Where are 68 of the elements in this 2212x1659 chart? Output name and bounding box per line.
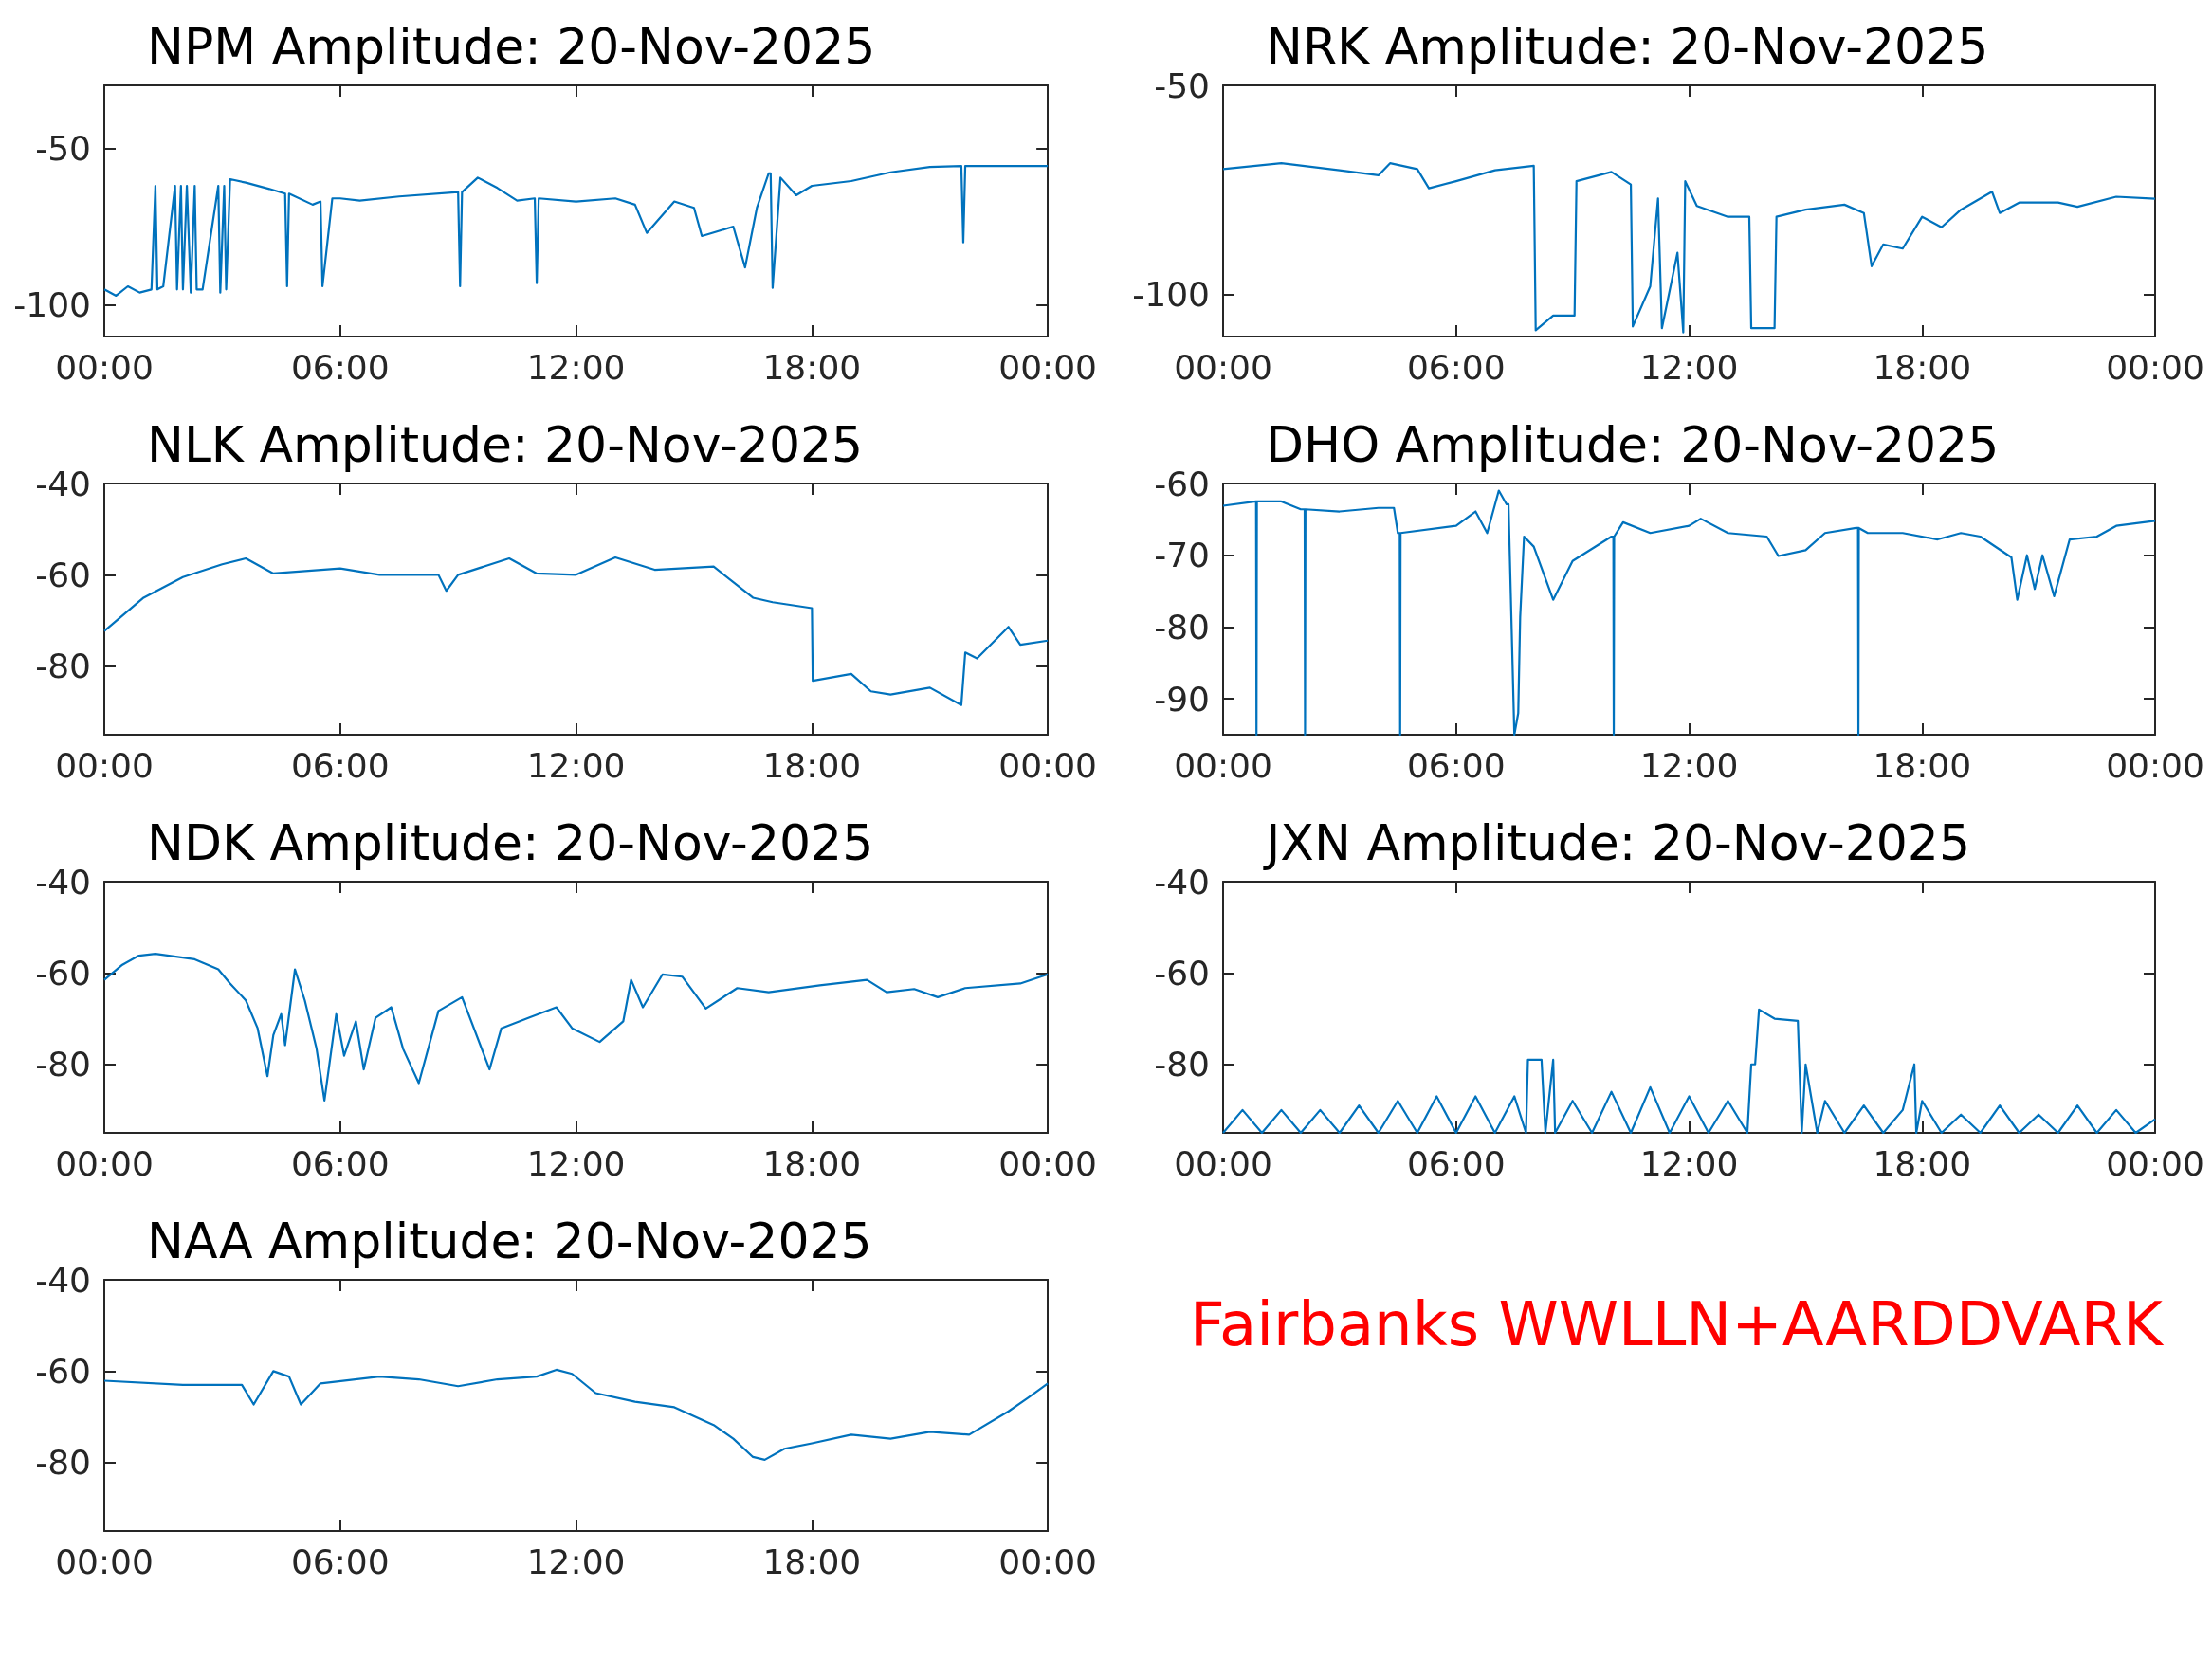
- x-tick-label: 12:00: [1639, 1143, 1739, 1183]
- x-tick-label: 06:00: [290, 745, 390, 785]
- x-tick-label: 18:00: [762, 745, 862, 785]
- x-tick-label: 12:00: [526, 347, 626, 387]
- chart-title: DHO Amplitude: 20-Nov-2025: [1266, 416, 2000, 473]
- x-tick-label: 06:00: [1406, 347, 1506, 387]
- x-tick-label: 00:00: [998, 745, 1097, 785]
- x-tick-label: 12:00: [1639, 347, 1739, 387]
- x-tick-label: 06:00: [1406, 745, 1506, 785]
- x-tick-label: 00:00: [1174, 1143, 1272, 1183]
- y-tick-label: -60: [35, 953, 91, 993]
- y-tick-label: -60: [35, 1351, 91, 1391]
- chart-title: JXN Amplitude: 20-Nov-2025: [1263, 814, 1971, 871]
- x-tick-label: 00:00: [55, 1143, 154, 1183]
- y-tick-label: -80: [1154, 1045, 1210, 1085]
- y-tick-label: -80: [35, 647, 91, 686]
- y-tick-label: -70: [1154, 536, 1210, 575]
- x-tick-label: 06:00: [290, 1143, 390, 1183]
- chart-title: NRK Amplitude: 20-Nov-2025: [1266, 18, 1989, 75]
- line-series: [102, 165, 1050, 298]
- x-tick-label: 00:00: [55, 1541, 154, 1581]
- x-tick-label: 00:00: [998, 347, 1097, 387]
- x-tick-label: 18:00: [1873, 1143, 1972, 1183]
- x-tick-label: 12:00: [526, 745, 626, 785]
- x-tick-label: 06:00: [1406, 1143, 1506, 1183]
- line-series: [1221, 162, 2157, 334]
- chart-title: NAA Amplitude: 20-Nov-2025: [147, 1212, 872, 1269]
- x-tick-label: 18:00: [762, 347, 862, 387]
- chart-title: NDK Amplitude: 20-Nov-2025: [147, 814, 874, 871]
- y-tick-label: -60: [35, 555, 91, 594]
- y-tick-label: -90: [1154, 679, 1210, 719]
- y-tick-label: -60: [1154, 953, 1210, 993]
- line-series: [102, 953, 1050, 1102]
- chart-title: NPM Amplitude: 20-Nov-2025: [147, 18, 876, 75]
- y-tick-label: -80: [35, 1443, 91, 1483]
- chart-title: NLK Amplitude: 20-Nov-2025: [147, 416, 864, 473]
- x-tick-label: 00:00: [1174, 347, 1272, 387]
- x-tick-label: 12:00: [1639, 745, 1739, 785]
- y-tick-label: -100: [13, 285, 91, 325]
- y-tick-label: -60: [1154, 464, 1210, 503]
- y-tick-label: -40: [35, 1260, 91, 1300]
- line-series: [102, 556, 1050, 706]
- x-tick-label: 00:00: [998, 1541, 1097, 1581]
- text: Fairbanks WWLLN+AARDDVARK: [1190, 1289, 2163, 1359]
- x-tick-label: 00:00: [998, 1143, 1097, 1183]
- x-tick-label: 00:00: [2106, 347, 2204, 387]
- line-series: [102, 1368, 1050, 1461]
- y-tick-label: -80: [1154, 607, 1210, 647]
- x-tick-label: 12:00: [526, 1541, 626, 1581]
- y-tick-label: -40: [35, 862, 91, 902]
- x-tick-label: 00:00: [55, 745, 154, 785]
- y-tick-label: -40: [1154, 862, 1210, 902]
- x-tick-label: 12:00: [526, 1143, 626, 1183]
- y-tick-label: -50: [1154, 65, 1210, 105]
- y-tick-label: -40: [35, 464, 91, 503]
- x-tick-label: 18:00: [1873, 745, 1972, 785]
- x-tick-label: 00:00: [2106, 1143, 2204, 1183]
- y-tick-label: -50: [35, 128, 91, 168]
- x-tick-label: 18:00: [762, 1541, 862, 1581]
- x-tick-label: 18:00: [1873, 347, 1972, 387]
- x-tick-label: 00:00: [1174, 745, 1272, 785]
- x-tick-label: 00:00: [2106, 745, 2204, 785]
- x-tick-label: 06:00: [290, 1541, 390, 1581]
- x-tick-label: 00:00: [55, 347, 154, 387]
- x-tick-label: 06:00: [290, 347, 390, 387]
- y-tick-label: -80: [35, 1045, 91, 1085]
- x-tick-label: 18:00: [762, 1143, 862, 1183]
- y-tick-label: -100: [1132, 275, 1210, 315]
